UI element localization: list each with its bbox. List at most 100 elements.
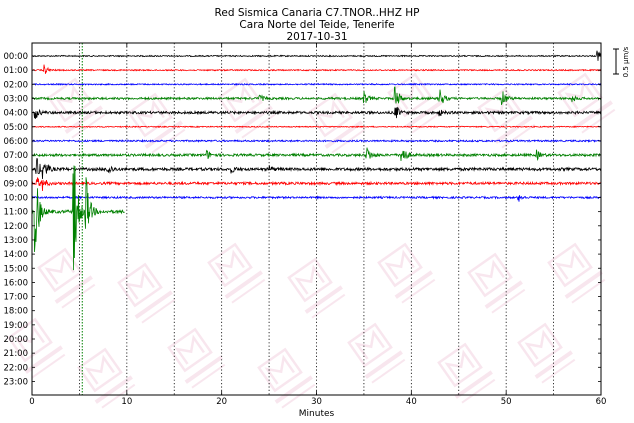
trace-0900 xyxy=(31,177,602,192)
trace-0400 xyxy=(31,106,602,119)
watermark-logo-bar xyxy=(151,128,186,154)
watermark-logo-bar xyxy=(281,383,316,409)
watermark-logo-bar xyxy=(231,278,266,304)
watermark-logo-bar xyxy=(61,283,96,309)
watermark-logo-mark xyxy=(124,269,155,300)
grid-layer xyxy=(79,43,554,395)
watermark-logo-mark xyxy=(214,249,245,280)
y-tick-label: 01:00 xyxy=(4,66,29,76)
watermark-logo xyxy=(207,242,266,304)
y-tick-label: 21:00 xyxy=(4,349,29,359)
watermark-logo-bar xyxy=(311,293,346,319)
watermark-logo-bar xyxy=(501,123,536,149)
x-tick-label: 60 xyxy=(596,397,607,407)
trace-0000 xyxy=(31,50,602,61)
watermark-logo xyxy=(257,347,316,409)
y-tick-label: 11:00 xyxy=(4,208,29,218)
x-tick-label: 50 xyxy=(501,397,512,407)
watermark-logo xyxy=(547,242,606,304)
chart-title-line-2: Cara Norte del Teide, Tenerife xyxy=(239,19,394,31)
y-tick-label: 23:00 xyxy=(4,377,29,387)
watermark-logo-bar xyxy=(191,363,226,389)
trace-0600 xyxy=(31,138,601,143)
watermark-logo-bar xyxy=(494,115,533,144)
watermark-logo-box xyxy=(287,257,333,303)
watermark-logo xyxy=(467,252,526,314)
trace-0300 xyxy=(31,86,602,106)
watermark-logo-bar xyxy=(224,270,263,299)
watermark-logo-mark xyxy=(174,334,205,365)
watermark-logo-mark xyxy=(224,84,255,115)
watermark-logo-bar xyxy=(534,350,573,379)
y-tick-label: 18:00 xyxy=(4,307,29,317)
watermark-logo-bar xyxy=(404,100,443,129)
watermark-logo-bar xyxy=(304,285,343,314)
watermark-logo-box xyxy=(477,87,523,133)
watermark-layer xyxy=(7,72,616,409)
y-tick-label: 07:00 xyxy=(4,151,29,161)
watermark-logo xyxy=(127,92,186,154)
y-tick-label: 19:00 xyxy=(4,321,29,331)
chart-title-line-1: Red Sismica Canaria C7.TNOR..HHZ HP xyxy=(215,7,420,19)
watermark-logo xyxy=(387,72,446,134)
watermark-logo-bar xyxy=(401,278,436,304)
watermark-logo-bar xyxy=(54,275,93,304)
watermark-logo xyxy=(77,347,136,409)
y-tick-label: 15:00 xyxy=(4,264,29,274)
watermark-logo-mark xyxy=(354,329,385,360)
watermark-logo-bar xyxy=(574,100,613,129)
x-axis-label: Minutes xyxy=(299,409,335,419)
watermark-logo xyxy=(437,342,496,404)
trace-1000 xyxy=(32,195,601,202)
watermark-logo-mark xyxy=(444,349,475,380)
y-tick-label: 08:00 xyxy=(4,165,29,175)
watermark-logo-mark xyxy=(84,354,115,385)
watermark-logo-bar xyxy=(134,290,173,319)
watermark-logo-box xyxy=(127,92,173,138)
watermark-logo-bar xyxy=(491,288,526,314)
y-tick-label: 13:00 xyxy=(4,236,29,246)
trace-0800 xyxy=(31,157,602,180)
y-tick-label: 05:00 xyxy=(4,123,29,133)
watermark-logo-bar xyxy=(94,375,133,404)
watermark-logo-bar xyxy=(371,358,406,384)
watermark-logo xyxy=(377,242,436,304)
watermark-logo-box xyxy=(167,327,213,373)
x-tick-label: 0 xyxy=(29,397,34,407)
watermark-logo-bar xyxy=(394,270,433,299)
watermark-logo xyxy=(217,77,276,139)
watermark-logo-bar xyxy=(484,280,523,309)
watermark-logo-mark xyxy=(134,99,165,130)
trace-1100 xyxy=(31,165,125,271)
watermark-logo-box xyxy=(437,342,483,388)
watermark-logo-box xyxy=(517,322,563,368)
y-tick-label: 17:00 xyxy=(4,293,29,303)
watermark-logo-mark xyxy=(554,249,585,280)
watermark-logo-bar xyxy=(364,350,403,379)
watermark-logo-mark xyxy=(524,329,555,360)
x-tick-label: 40 xyxy=(406,397,417,407)
watermark-logo-box xyxy=(467,252,513,298)
watermark-logo xyxy=(117,262,176,324)
watermark-logo xyxy=(557,72,616,134)
y-tick-label: 10:00 xyxy=(4,194,29,204)
y-tick-label: 09:00 xyxy=(4,179,29,189)
watermark-logo-mark xyxy=(54,84,85,115)
y-tick-label: 04:00 xyxy=(4,109,29,119)
amplitude-scale-bar: 0.5 μm/s xyxy=(613,46,630,77)
watermark-logo-bar xyxy=(101,383,136,409)
watermark-logo-mark xyxy=(474,259,505,290)
watermark-logo-mark xyxy=(44,254,75,285)
chart-title-line-3: 2017-10-31 xyxy=(286,31,347,43)
scale-label: 0.5 μm/s xyxy=(622,46,630,77)
watermark-logo xyxy=(307,92,366,154)
watermark-logo-mark xyxy=(14,324,45,355)
x-tick-label: 30 xyxy=(311,397,322,407)
watermark-logo xyxy=(37,247,96,309)
trace-0100 xyxy=(31,64,601,74)
watermark-logo-bar xyxy=(541,358,576,384)
watermark-logo-bar xyxy=(581,108,616,134)
watermark-logo-bar xyxy=(184,355,223,384)
trace-0200 xyxy=(32,82,602,86)
